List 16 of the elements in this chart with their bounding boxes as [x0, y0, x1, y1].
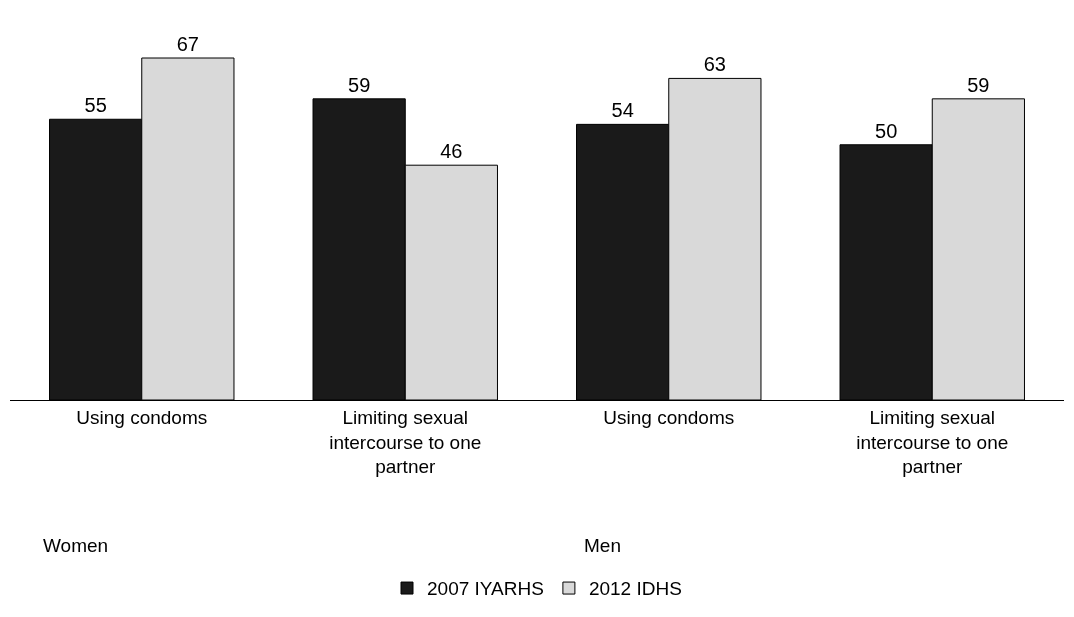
data-label: 46 — [440, 140, 463, 163]
data-label: 59 — [348, 73, 371, 96]
data-label: 55 — [84, 94, 107, 117]
data-label: 59 — [967, 73, 990, 96]
data-label: 67 — [176, 33, 199, 55]
data-label: 63 — [703, 53, 726, 76]
x-tick-label: Using condoms — [603, 406, 735, 428]
x-tick-label: Using condoms — [76, 406, 208, 428]
x-tick-label: Limiting sexual intercourse to one partner — [329, 406, 482, 478]
data-label: 50 — [875, 119, 898, 142]
text: Men — [584, 535, 621, 556]
legend-label: 2007 IYARHS — [427, 578, 544, 600]
x-tick-label: Limiting sexual intercourse to one partner — [856, 406, 1009, 478]
legend-label: 2012 IDHS — [588, 578, 682, 600]
text: Women — [43, 535, 109, 556]
data-label: 54 — [611, 99, 634, 122]
